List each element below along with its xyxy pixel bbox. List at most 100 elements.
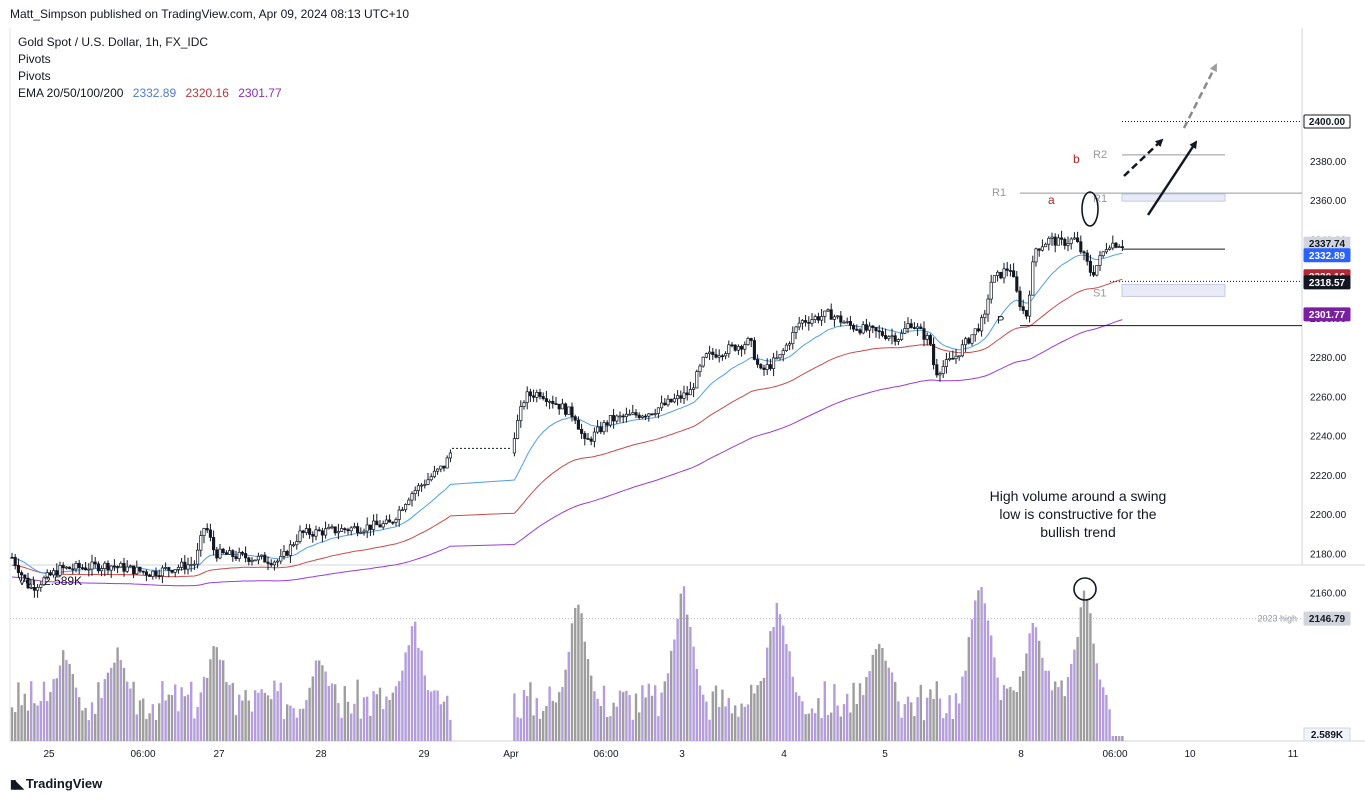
candle-body bbox=[535, 392, 539, 398]
candle-body bbox=[208, 529, 212, 538]
candle-body bbox=[804, 320, 808, 323]
volume-bar bbox=[215, 647, 218, 741]
candle bbox=[909, 318, 913, 329]
pivot-p-label: P bbox=[997, 315, 1004, 327]
candle-body bbox=[560, 403, 564, 410]
volume-bar bbox=[977, 590, 980, 741]
tradingview-logo[interactable]: ▮◣ TradingView bbox=[10, 776, 102, 791]
volume-bar bbox=[1031, 622, 1034, 741]
candle bbox=[634, 409, 638, 419]
candle-body bbox=[352, 526, 356, 529]
candle-body bbox=[1114, 242, 1118, 248]
candle bbox=[397, 505, 401, 527]
volume-bar bbox=[724, 706, 727, 741]
y-tick-label: 2240.00 bbox=[1310, 432, 1347, 443]
candle-body bbox=[1072, 237, 1076, 240]
candle-body bbox=[384, 519, 388, 524]
candle-body bbox=[756, 359, 760, 365]
candle bbox=[74, 560, 78, 573]
candle-body bbox=[996, 271, 1000, 276]
volume-bar bbox=[138, 700, 142, 741]
candle bbox=[932, 337, 936, 370]
candle-body bbox=[599, 426, 603, 433]
candle-body bbox=[548, 401, 552, 403]
candle bbox=[980, 314, 984, 337]
candle bbox=[724, 351, 728, 360]
candle bbox=[138, 566, 142, 574]
candle bbox=[186, 557, 190, 575]
candle bbox=[125, 560, 129, 574]
volume-bar bbox=[535, 698, 538, 741]
candle-body bbox=[42, 577, 46, 586]
volume-bar bbox=[359, 718, 362, 741]
candle bbox=[1056, 234, 1060, 246]
candle-body bbox=[816, 316, 820, 321]
volume-bar bbox=[186, 694, 190, 741]
x-tick-label: 27 bbox=[213, 749, 225, 760]
volume-bar bbox=[836, 705, 839, 741]
volume-bar bbox=[1095, 663, 1098, 741]
candle bbox=[112, 559, 116, 572]
price-label-box bbox=[1303, 611, 1351, 626]
volume-bar bbox=[1098, 679, 1102, 741]
candle-body bbox=[356, 526, 360, 534]
candle bbox=[212, 530, 216, 556]
candle-body bbox=[311, 534, 315, 537]
candle bbox=[887, 335, 891, 342]
candle bbox=[100, 565, 104, 577]
volume-bar bbox=[913, 716, 916, 741]
volume-bar bbox=[522, 689, 526, 741]
candle-body bbox=[112, 565, 116, 568]
candle-body bbox=[55, 570, 59, 576]
volume-bar bbox=[855, 704, 858, 741]
volume-bar bbox=[721, 689, 724, 741]
candle bbox=[42, 575, 46, 587]
candle-body bbox=[772, 357, 776, 369]
volume-bar bbox=[30, 681, 33, 741]
candle-body bbox=[813, 316, 817, 320]
candle bbox=[781, 347, 785, 362]
volume-bar bbox=[958, 703, 961, 741]
candle bbox=[39, 581, 43, 592]
candle bbox=[189, 556, 193, 572]
volume-bar bbox=[622, 692, 625, 741]
candle-body bbox=[615, 415, 619, 422]
volume-bar bbox=[273, 680, 276, 741]
volume-bar bbox=[286, 704, 289, 741]
candle-body bbox=[192, 563, 196, 566]
volume-bar bbox=[33, 703, 36, 741]
candle-body bbox=[522, 402, 526, 407]
candle-body bbox=[128, 565, 132, 568]
candle-body bbox=[135, 566, 139, 575]
x-axis: 25 06:00 27 28 29 Apr 06:00 3 4 5 8 06:00 10 11 bbox=[43, 749, 1298, 760]
candle-body bbox=[986, 298, 990, 315]
candle bbox=[141, 570, 145, 575]
volume-bar bbox=[343, 686, 346, 741]
candle bbox=[1104, 242, 1108, 254]
candle bbox=[836, 315, 840, 320]
candle bbox=[48, 570, 52, 577]
candle bbox=[704, 352, 708, 359]
candle-body bbox=[1095, 265, 1099, 276]
volume-bar bbox=[356, 679, 359, 741]
candle bbox=[599, 421, 603, 435]
volume-bar bbox=[551, 700, 554, 741]
candle bbox=[954, 348, 958, 364]
candle-body bbox=[231, 550, 235, 557]
candle bbox=[10, 552, 14, 559]
volume-bar bbox=[430, 691, 433, 741]
candle bbox=[525, 386, 529, 410]
candle bbox=[426, 472, 430, 486]
volume-bar bbox=[602, 685, 606, 741]
bull-arrow-dashed bbox=[1123, 138, 1164, 177]
candle-body bbox=[736, 346, 740, 351]
candle bbox=[775, 350, 779, 360]
candle bbox=[308, 524, 312, 539]
x-tick-label: 28 bbox=[315, 749, 327, 760]
candle-body bbox=[100, 568, 104, 572]
volume-bar bbox=[814, 713, 817, 741]
candle-body bbox=[762, 367, 766, 370]
candle-body bbox=[698, 365, 702, 373]
candle bbox=[199, 530, 203, 557]
